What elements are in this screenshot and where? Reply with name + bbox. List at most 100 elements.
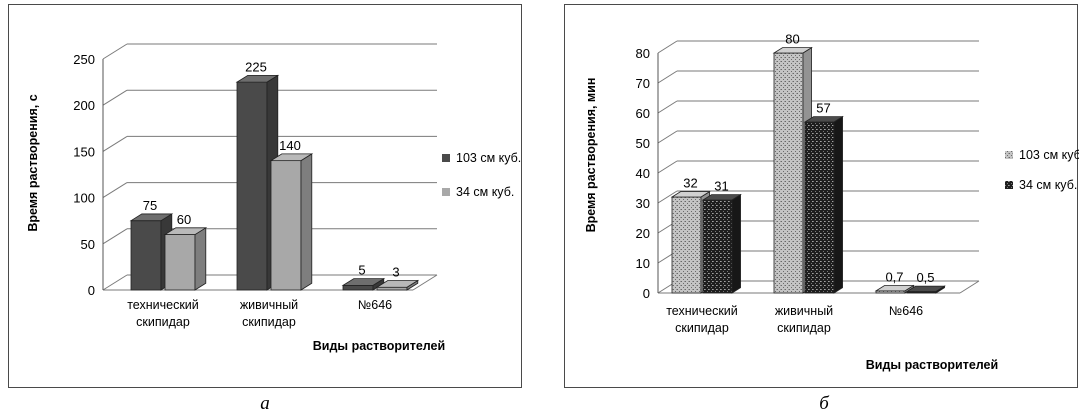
data-label: 31 (714, 179, 728, 194)
category-label: скипидар (136, 315, 190, 329)
y-tick-label: 50 (81, 237, 95, 252)
y-tick-label: 50 (636, 136, 650, 151)
data-label: 60 (177, 212, 191, 227)
legend-label: 34 см куб. (1019, 178, 1077, 192)
bar-side (194, 227, 207, 291)
bar-top (235, 74, 280, 83)
bar-top (803, 116, 844, 123)
grid-depth-line (102, 182, 128, 199)
category-label: технический (666, 304, 738, 318)
bar-top (874, 285, 915, 292)
y-tick-label: 80 (636, 46, 650, 61)
category-label: живичный (240, 298, 298, 312)
legend-swatch (1005, 181, 1013, 189)
bar-front (376, 286, 408, 291)
y-tick-label: 0 (88, 283, 95, 298)
bar-front (671, 196, 702, 294)
bar-front (164, 234, 196, 291)
data-label: 5 (358, 263, 365, 278)
y-axis-label: Время растворения, с (26, 94, 40, 231)
y-tick-label: 200 (73, 98, 95, 113)
y-tick-label: 150 (73, 144, 95, 159)
data-label: 80 (785, 32, 799, 47)
bar-side (731, 193, 741, 294)
data-label: 57 (816, 101, 830, 116)
legend-swatch (442, 154, 450, 162)
bar-front (773, 52, 804, 294)
bar-front (702, 199, 733, 294)
grid-depth-line (657, 100, 678, 114)
bar-a-s1-c2 (235, 74, 280, 291)
y-tick-label: 20 (636, 226, 650, 241)
bar-top (375, 280, 420, 288)
category-label: скипидар (675, 321, 729, 335)
bar-b-s2-c2 (803, 115, 844, 294)
bar-top (129, 213, 174, 222)
bar-side (300, 153, 313, 291)
bar-top (701, 194, 742, 201)
bar-front (236, 81, 268, 291)
bar-top (670, 191, 711, 198)
bar-top (269, 153, 314, 162)
legend-label: 34 см куб. (456, 185, 514, 199)
y-tick-label: 100 (73, 191, 95, 206)
bar-a-s2-c1 (163, 227, 208, 291)
grid-depth-line (657, 40, 678, 54)
bar-top (341, 278, 386, 286)
data-label: 3 (392, 264, 399, 279)
bar-top (163, 227, 208, 235)
grid-depth-line (102, 43, 128, 60)
bar-a-s2-c2 (269, 153, 314, 291)
caption-a: а (260, 393, 270, 414)
data-label: 0,5 (916, 270, 934, 285)
category-label: №646 (889, 304, 923, 318)
grid-depth-line (102, 89, 128, 106)
grid-depth-line (657, 70, 678, 84)
y-axis-label: Время растворения, мин (584, 78, 598, 233)
y-tick-label: 250 (73, 52, 95, 67)
chart-panel-a: 0 50 100 150 200 250 75 60 технический скипидар 22… (8, 4, 522, 388)
floor-right-edge (959, 280, 980, 294)
grid-depth-line (657, 190, 678, 204)
data-label: 140 (279, 138, 301, 153)
bar-b-s2-c3 (905, 285, 946, 294)
bar-b-s2-c1 (701, 193, 742, 294)
legend-swatch (1005, 151, 1013, 159)
data-label: 0,7 (885, 270, 903, 285)
y-tick-label: 70 (636, 76, 650, 91)
legend-label: 103 см куб. (1019, 148, 1079, 162)
data-label: 32 (683, 176, 697, 191)
y-tick-label: 10 (636, 256, 650, 271)
data-label: 225 (245, 59, 267, 74)
bar-a-s2-c3 (375, 279, 420, 291)
bar-side (833, 115, 843, 294)
y-tick-label: 0 (643, 286, 650, 301)
category-label: №646 (358, 298, 392, 312)
grid-depth-line (102, 228, 128, 245)
bar-front (342, 284, 374, 291)
bar-front (270, 160, 302, 291)
category-label: скипидар (242, 315, 296, 329)
data-label: 75 (143, 198, 157, 213)
caption-b: б (819, 393, 829, 414)
chart-panel-b: 0 10 20 30 40 50 60 70 80 32 31 технический скипидар… (564, 4, 1079, 388)
legend-swatch (442, 188, 450, 196)
floor-right-edge (412, 274, 438, 291)
grid-depth-line (102, 274, 128, 291)
y-tick-label: 30 (636, 196, 650, 211)
bar-front (804, 121, 835, 294)
bar-top (905, 285, 946, 292)
category-label: скипидар (777, 321, 831, 335)
grid-depth-line (102, 135, 128, 152)
bar-top (772, 47, 813, 54)
chart-a-svg: 0 50 100 150 200 250 75 60 технический скипидар 22… (26, 43, 521, 353)
x-axis-title: Виды растворителей (313, 339, 445, 353)
legend-label: 103 см куб. (456, 151, 521, 165)
grid-depth-line (657, 130, 678, 144)
x-axis-title: Виды растворителей (866, 358, 998, 372)
category-label: живичный (775, 304, 833, 318)
y-tick-label: 40 (636, 166, 650, 181)
bar-front (130, 220, 162, 291)
category-label: технический (127, 298, 199, 312)
y-tick-label: 60 (636, 106, 650, 121)
